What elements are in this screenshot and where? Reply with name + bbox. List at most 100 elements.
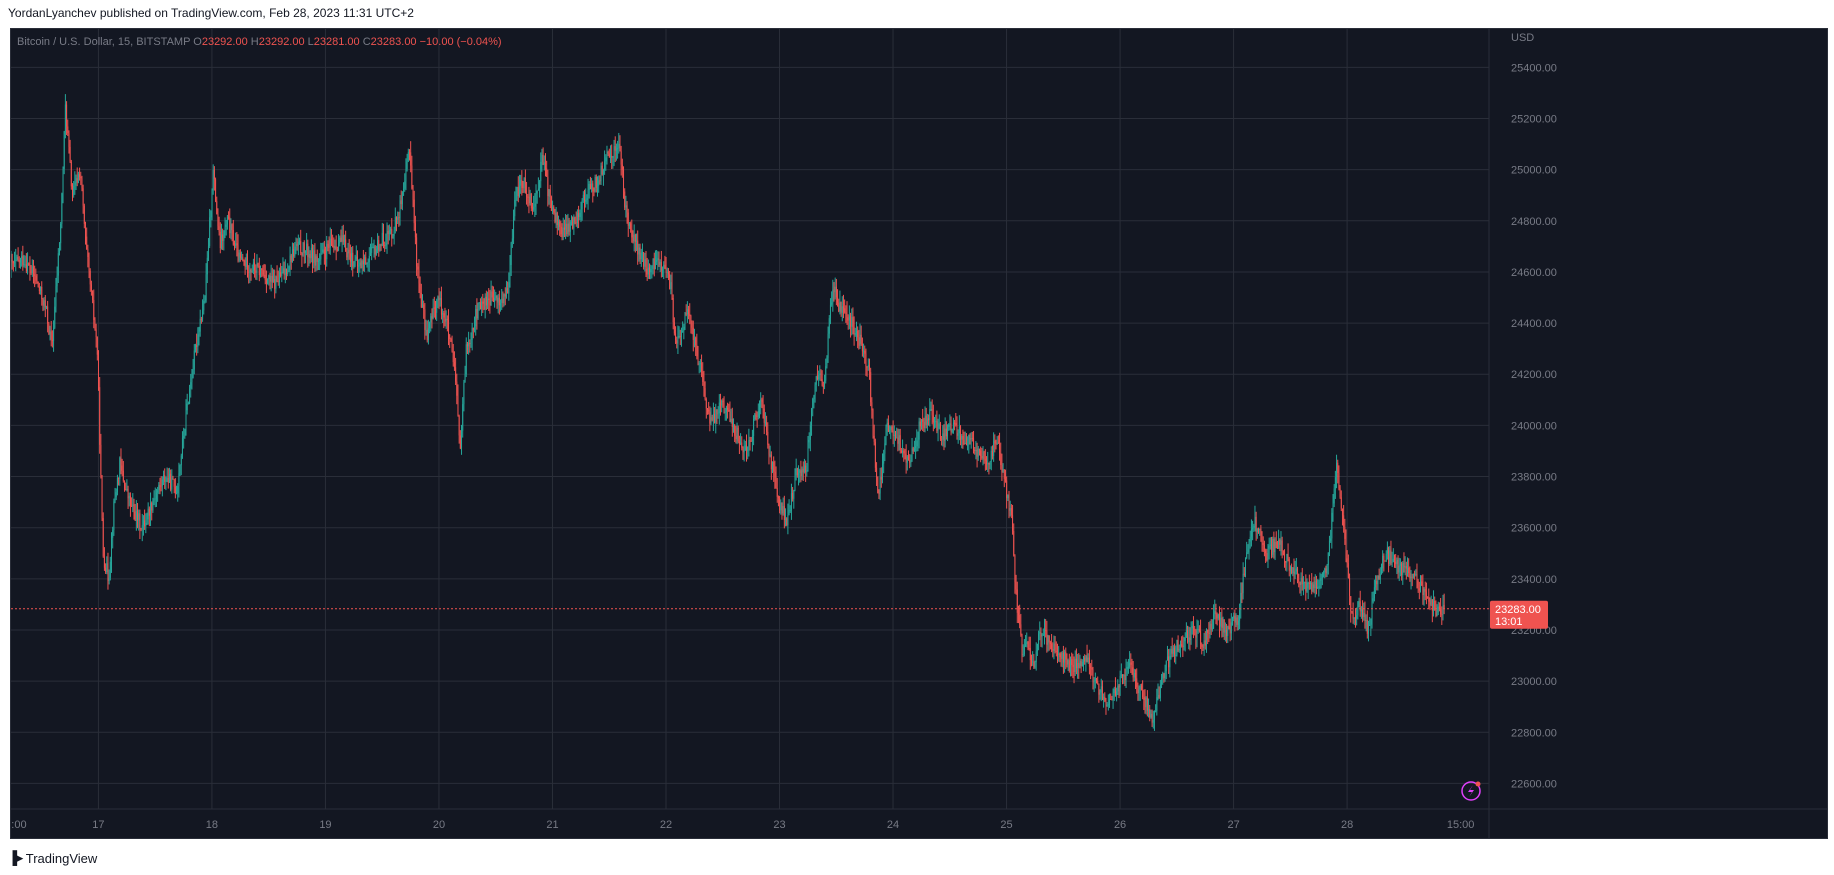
candle-body: [693, 337, 695, 340]
candle-body: [1145, 697, 1147, 708]
candle-body: [1038, 633, 1040, 644]
candle-body: [942, 433, 944, 440]
candle-body: [107, 563, 109, 581]
candle-body: [1125, 669, 1127, 681]
candle-body: [1266, 553, 1268, 561]
candle-body: [55, 286, 57, 307]
candle-body: [769, 454, 771, 456]
candle-body: [1164, 670, 1166, 679]
candle-body: [1192, 626, 1194, 630]
candle-body: [387, 231, 389, 235]
candle-body: [751, 436, 753, 442]
candle-body: [958, 426, 960, 434]
candle-body: [1198, 628, 1200, 632]
candle-body: [906, 456, 908, 463]
candle-body: [1252, 527, 1254, 530]
candle-body: [881, 463, 883, 480]
candle-body: [316, 256, 318, 262]
candle-body: [1216, 614, 1218, 619]
candle-body: [756, 415, 758, 417]
candle-body: [764, 422, 766, 424]
candle-body: [241, 257, 243, 259]
candle-body: [300, 241, 302, 253]
candle-body: [105, 567, 107, 573]
candle-body: [971, 437, 973, 439]
candle-body: [382, 232, 384, 246]
candle-body: [1178, 648, 1180, 651]
candle-body: [614, 146, 616, 151]
candle-body: [1370, 618, 1372, 625]
candle-body: [378, 240, 380, 251]
candle-body: [36, 280, 38, 282]
candle-body: [1189, 637, 1191, 641]
candle-body: [1319, 580, 1321, 587]
candle-body: [1384, 560, 1386, 562]
candle-body: [189, 388, 191, 404]
candle-body: [394, 217, 396, 231]
candle-body: [346, 251, 348, 258]
y-tick-label: 23400.00: [1511, 574, 1557, 586]
candle-body: [1242, 573, 1244, 594]
y-tick-label: 22600.00: [1511, 778, 1557, 790]
candle-body: [1294, 571, 1296, 575]
candle-body: [542, 154, 544, 165]
candle-body: [729, 411, 731, 422]
candlestick-chart[interactable]: 22600.0022800.0023000.0023200.0023400.00…: [11, 29, 1827, 838]
candle-body: [456, 381, 458, 396]
candle-body: [1010, 508, 1012, 516]
candle-body: [1139, 685, 1141, 690]
candle-body: [1254, 516, 1256, 526]
candle-body: [1020, 624, 1022, 635]
x-tick-label: :00: [11, 819, 26, 831]
candle-body: [950, 423, 952, 433]
candle-body: [1165, 660, 1167, 671]
candle-body: [567, 223, 569, 235]
candle-body: [216, 201, 218, 214]
candle-body: [133, 504, 135, 512]
candle-body: [407, 152, 409, 162]
candle-body: [1059, 653, 1061, 658]
candle-body: [963, 439, 965, 444]
candle-body: [828, 318, 830, 334]
candle-body: [818, 375, 820, 380]
candle-body: [1262, 542, 1264, 546]
candle-body: [566, 223, 568, 235]
candle-body: [137, 510, 139, 521]
candle-body: [325, 253, 327, 260]
candle-body: [54, 306, 56, 328]
candle-body: [70, 161, 72, 187]
candle-body: [534, 203, 536, 207]
candle-body: [857, 330, 859, 338]
candle-body: [654, 261, 656, 270]
candle-body: [677, 336, 679, 344]
candle-body: [468, 342, 470, 347]
x-tick-label: 27: [1227, 819, 1239, 831]
candle-body: [827, 333, 829, 358]
candle-body: [1185, 629, 1187, 638]
candle-body: [254, 262, 256, 271]
chart-area[interactable]: 22600.00 22800.00 23000.00 23200.00 23400.00…: [10, 28, 1828, 839]
candle-body: [1065, 651, 1067, 660]
candle-body: [146, 519, 148, 523]
candle-body: [1402, 563, 1404, 575]
candle-body: [61, 193, 63, 224]
y-tick-label: 25400.00: [1511, 62, 1557, 74]
candle-body: [172, 478, 174, 480]
candle-body: [1412, 573, 1414, 578]
candle-body: [1300, 577, 1302, 586]
candle-body: [413, 199, 415, 224]
lightning-icon[interactable]: [1461, 781, 1481, 801]
candle-body: [334, 246, 336, 249]
candle-body: [939, 423, 941, 440]
candle-body: [403, 188, 405, 193]
candle-body: [821, 379, 823, 386]
candle-body: [371, 246, 373, 253]
candle-body: [222, 234, 224, 241]
candle-body: [1072, 665, 1074, 667]
candle-body: [549, 189, 551, 197]
candle-body: [1428, 596, 1430, 602]
candle-body: [841, 306, 843, 313]
candle-body: [539, 181, 541, 189]
candle-body: [935, 421, 937, 423]
candle-body: [269, 275, 271, 282]
